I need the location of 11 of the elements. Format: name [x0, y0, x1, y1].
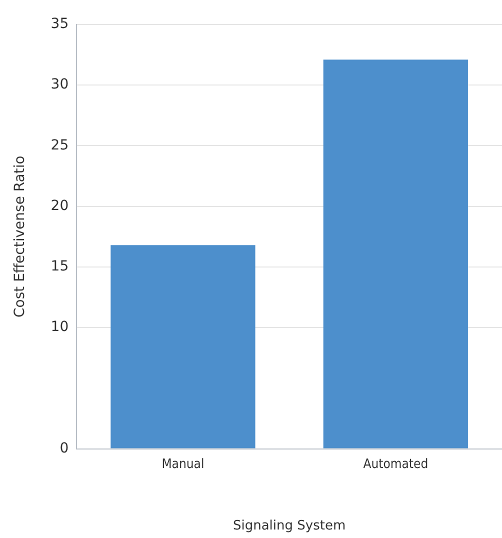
y-tick-label: 30 [50, 76, 69, 93]
y-axis-title: Cost Effectivense Ratio [12, 156, 28, 318]
y-tick-label: 25 [50, 137, 69, 154]
y-tick-label: 35 [50, 16, 69, 32]
x-tick-label: Manual [162, 456, 204, 472]
x-axis-title: Signaling System [232, 518, 346, 534]
y-tick-label: 0 [60, 440, 69, 456]
x-tick-label: Automated [363, 456, 428, 472]
y-tick-label: 20 [50, 198, 69, 214]
y-tick-label: 10 [50, 319, 69, 336]
y-tick-label: 15 [50, 258, 69, 275]
